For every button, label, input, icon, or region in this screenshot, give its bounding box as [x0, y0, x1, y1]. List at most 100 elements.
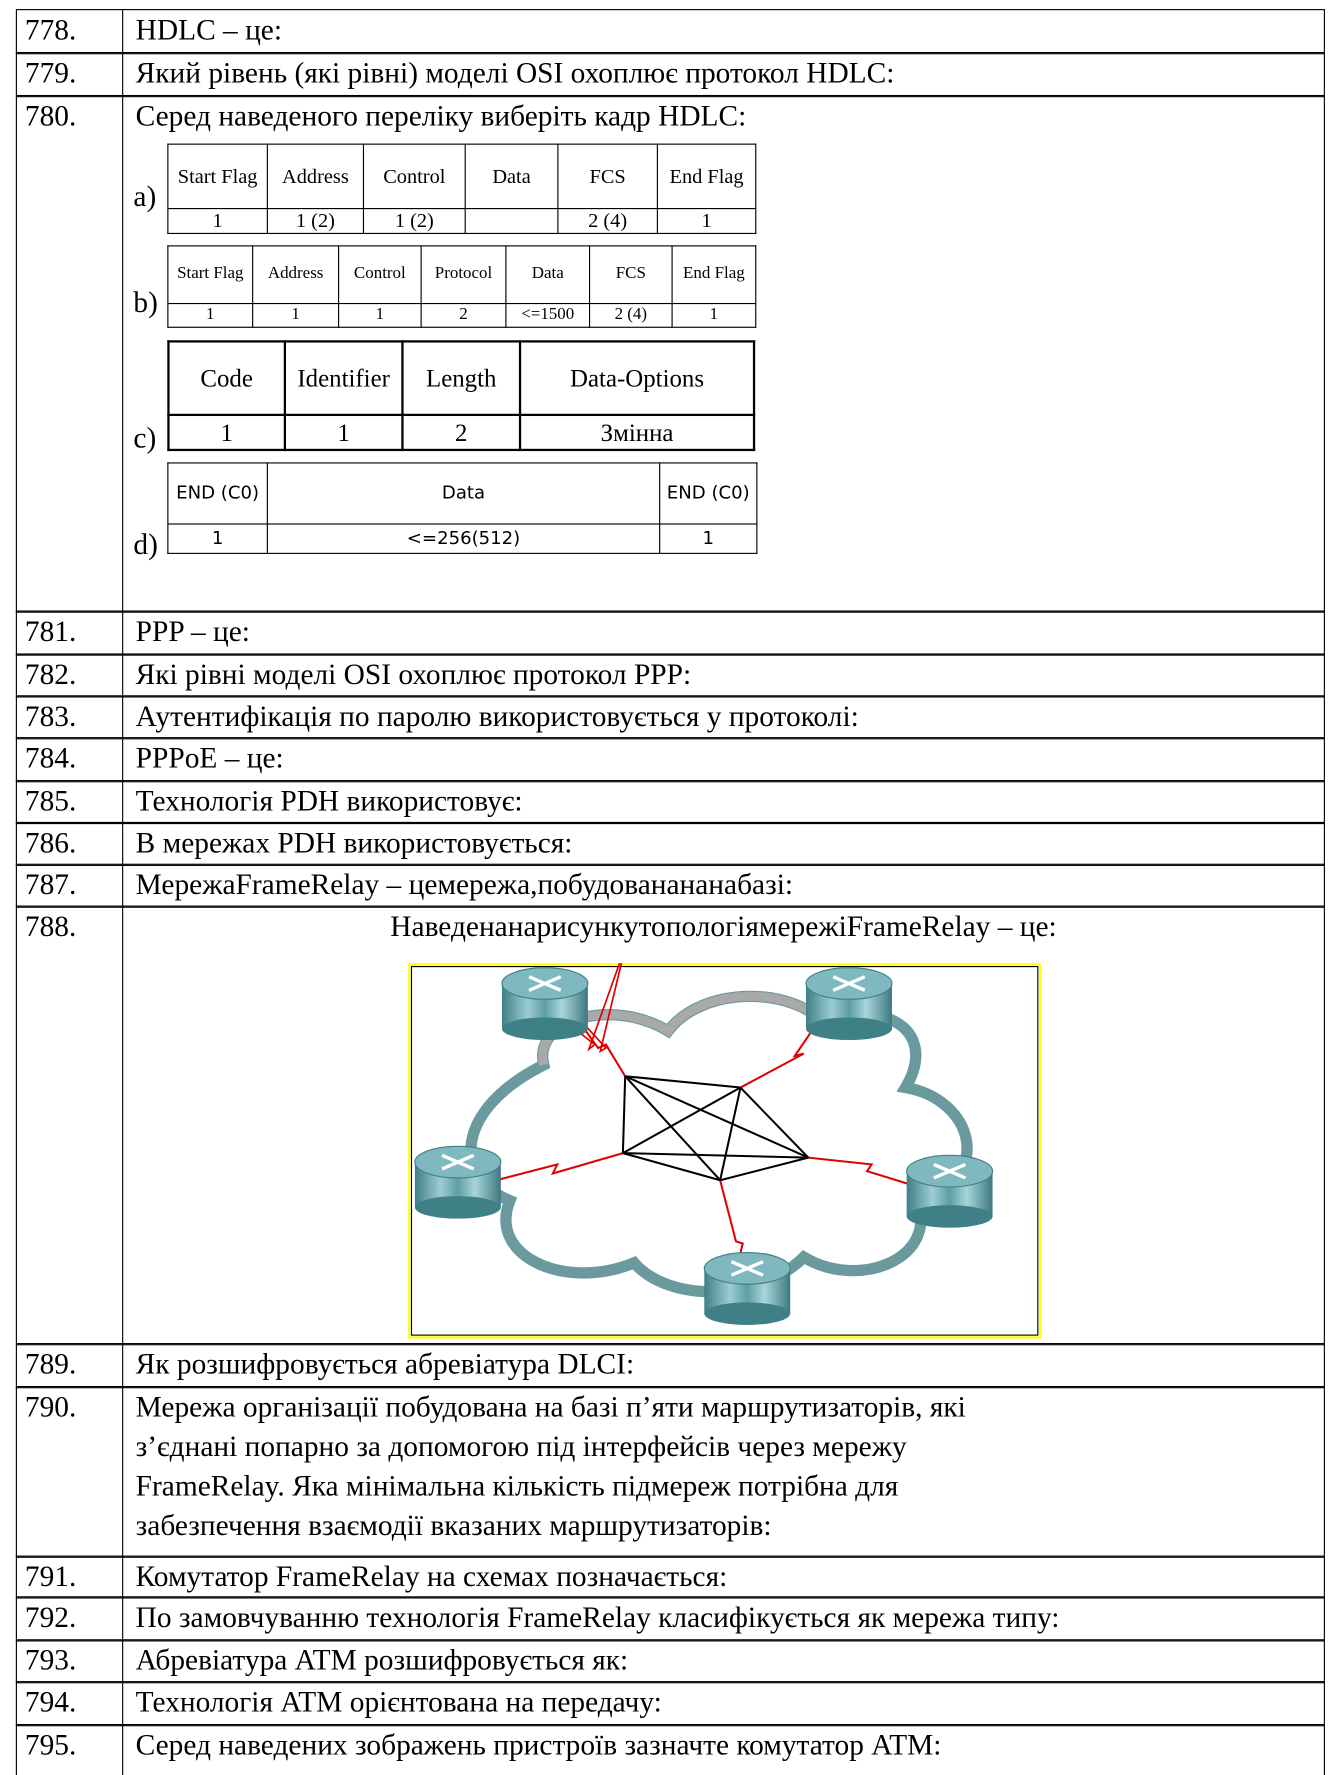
header-cell: Data-Options	[518, 340, 756, 417]
value-cell: 1	[167, 208, 268, 235]
frame-body: Start Flag Address Control Protocol Data FCS E…	[167, 245, 757, 328]
value-row: 1 1 1 2 <=1500 2 (4) 1	[167, 302, 757, 328]
value-cell: <=256(512)	[266, 523, 661, 554]
row-number: 793.	[17, 1640, 124, 1682]
header-cell: Data	[505, 245, 591, 305]
header-cell: Start Flag	[167, 143, 268, 210]
row-number: 784.	[17, 738, 124, 781]
header-row: Start Flag Address Control Data FCS End Flag	[167, 143, 757, 210]
row-number: 783.	[17, 696, 124, 738]
header-cell: Protocol	[420, 245, 507, 305]
value-cell: 1	[338, 302, 422, 328]
row-number: 778.	[17, 10, 124, 53]
table-row: 795. Серед наведених зображень пристроїв …	[15, 1724, 1325, 1775]
value-cell: 1	[167, 413, 287, 452]
row-text: PPP – це:	[135, 614, 250, 648]
header-cell: Data	[266, 462, 661, 525]
header-cell: FCS	[588, 245, 673, 305]
value-cell	[464, 208, 559, 235]
row-number: 788.	[17, 906, 124, 1344]
text-line: забезпечення взаємодії вказаних маршрути…	[135, 1509, 772, 1543]
header-cell: FCS	[557, 143, 658, 210]
table-row: 783. Аутентифікація по паролю використову…	[15, 695, 1325, 739]
routers	[414, 967, 994, 1325]
header-cell: End Flag	[671, 245, 757, 305]
header-cell: Data	[464, 143, 559, 210]
frame-table: Start Flag Address Control Data FCS End Flag 1…	[167, 143, 757, 235]
pvc-mesh	[621, 1075, 810, 1182]
table-row: 791. Комутатор FrameRelay на схемах позна…	[15, 1555, 1325, 1598]
value-cell: Змінна	[518, 413, 756, 452]
frame-body: Start Flag Address Control Data FCS End Flag 1…	[167, 143, 757, 235]
row-text: Який рівень (які рівні) моделі OSI охопл…	[135, 56, 895, 90]
header-cell: END (C0)	[167, 462, 268, 525]
table-row: 780. Серед наведеного переліку виберіть к…	[15, 94, 1325, 613]
row-text: Мережа організації побудована на базі п’…	[136, 1387, 1317, 1545]
header-row: Code Identifier Length Data-Options	[167, 340, 756, 417]
value-cell: 1 (2)	[362, 208, 466, 235]
value-cell: 1	[656, 208, 757, 235]
value-cell: 1 (2)	[266, 208, 365, 235]
text-line: з’єднані попарно за допомогою під інтерф…	[135, 1430, 907, 1463]
row-text: Комутатор FrameRelay на схемах позначаєт…	[135, 1560, 728, 1593]
row-text: НаведенанарисункутопологіямережіFrameRel…	[390, 910, 1057, 943]
table-row: 785. Технологія PDH використовує:	[15, 780, 1325, 824]
value-cell: 1	[167, 523, 268, 554]
text-line: FrameRelay. Яка мінімальна кількість під…	[135, 1469, 899, 1503]
header-cell: Start Flag	[167, 245, 254, 305]
row-number: 794.	[17, 1682, 124, 1725]
header-row: Start Flag Address Control Protocol Data FCS E…	[167, 245, 757, 305]
row-number: 781.	[17, 611, 124, 654]
table-row: 789. Як розшифровується абревіатура DLCI:	[15, 1343, 1325, 1388]
value-cell: 2 (4)	[557, 208, 658, 235]
value-cell: 2 (4)	[588, 302, 673, 328]
header-cell: Address	[252, 245, 340, 305]
row-text: HDLC – це:	[135, 13, 283, 47]
table-row: 778. HDLC – це:	[15, 9, 1325, 54]
row-number: 782.	[17, 654, 124, 696]
value-row: 1 <=256(512) 1	[167, 523, 758, 554]
value-cell: 1	[283, 413, 404, 452]
row-text: Абревіатура ATM розшифровується як:	[135, 1643, 629, 1677]
value-row: 1 1 2 Змінна	[167, 413, 756, 452]
header-cell: Code	[167, 340, 287, 417]
frame-body: Code Identifier Length Data-Options 1 1 2 Змінн…	[167, 340, 756, 452]
row-text: Як розшифровується абревіатура DLCI:	[135, 1347, 635, 1381]
row-text: Технологія ATM орієнтована на передачу:	[135, 1685, 662, 1719]
row-number: 790.	[17, 1387, 124, 1557]
option-label: c)	[133, 421, 157, 455]
frame-relay-diagram	[408, 963, 1042, 1339]
table-row: 786. В мережах PDH використовується:	[15, 821, 1325, 866]
row-number: 780.	[17, 96, 124, 612]
table-row: 779. Який рівень (які рівні) моделі OSI о…	[15, 52, 1325, 97]
header-cell: END (C0)	[659, 462, 758, 525]
header-cell: Control	[362, 143, 466, 210]
row-text: По замовчуванню технологія FrameRelay кл…	[135, 1600, 1060, 1634]
row-number: 786.	[17, 823, 124, 865]
row-text: Які рівні моделі OSI охоплює протокол PP…	[135, 657, 692, 691]
value-cell: 1	[659, 523, 758, 554]
row-text: PPPoE – це:	[135, 741, 284, 775]
table-row: 781. PPP – це:	[15, 610, 1325, 656]
table-row: 790. Мережа організації побудована на баз…	[15, 1385, 1325, 1558]
frame-table: END (C0) Data END (C0) 1 <=256(512) 1	[167, 462, 758, 554]
value-cell: 1	[252, 302, 340, 328]
table-row: 782. Які рівні моделі OSI охоплює протоко…	[15, 653, 1325, 697]
row-number: 791.	[17, 1556, 124, 1597]
value-cell: 1	[671, 302, 757, 328]
table-row: 794. Технологія ATM орієнтована на переда…	[15, 1681, 1325, 1726]
value-cell: 2	[420, 302, 507, 328]
option-label: d)	[133, 527, 158, 561]
header-row: END (C0) Data END (C0)	[167, 462, 758, 525]
row-text: Технологія PDH використовує:	[135, 784, 523, 818]
table-row: 793. Абревіатура ATM розшифровується як:	[15, 1639, 1325, 1683]
row-text: В мережах PDH використовується:	[135, 826, 573, 860]
value-cell: <=1500	[505, 302, 591, 328]
header-cell: Control	[338, 245, 422, 305]
row-text: Серед наведених зображень пристроїв зазн…	[135, 1728, 942, 1762]
table-row: 792. По замовчуванню технологія FrameRela…	[15, 1596, 1325, 1641]
row-number: 787.	[17, 864, 124, 907]
